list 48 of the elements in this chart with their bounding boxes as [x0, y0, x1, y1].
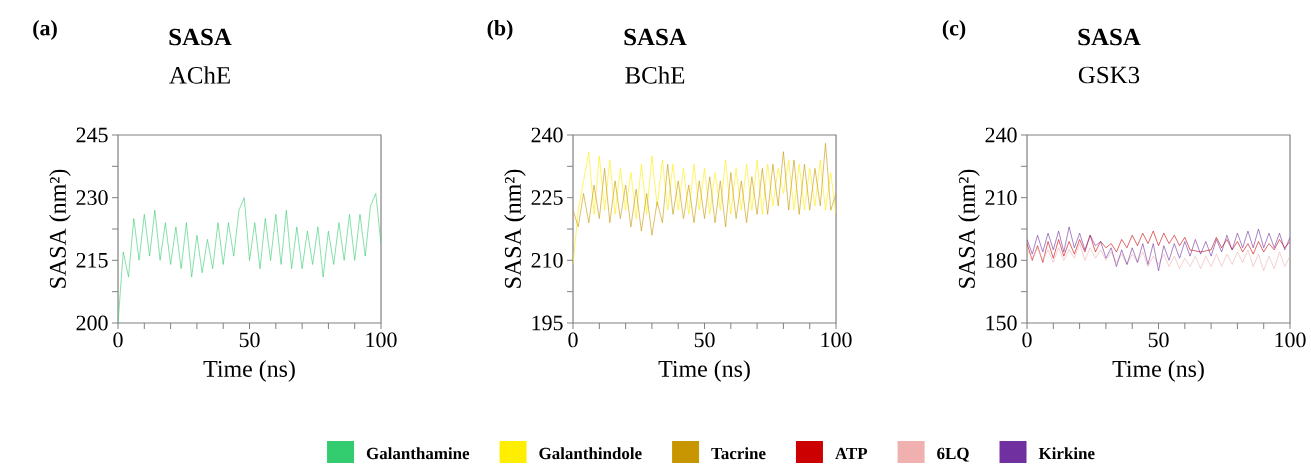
y-tick-label: 210 [531, 252, 563, 268]
chart-title: SASA [624, 28, 687, 46]
y-tick-label: 225 [531, 190, 563, 206]
y-tick-label: 240 [531, 127, 563, 143]
y-axis-title: SASA (nm²) [504, 169, 526, 288]
y-tick-label: 215 [76, 252, 108, 268]
x-tick-label: 100 [1275, 332, 1306, 348]
text: (b) [487, 20, 513, 40]
x-tick-label: 100 [366, 332, 397, 348]
chart-title: SASA [169, 28, 232, 46]
legend-label: ATP [835, 447, 868, 459]
y-tick-label: 240 [985, 127, 1017, 143]
line-series [1027, 243, 1291, 272]
line-series [1027, 226, 1291, 272]
legend-label: Galanthamine [366, 447, 470, 460]
y-tick-label: 180 [986, 252, 1017, 268]
legend-label: 6LQ [937, 447, 969, 462]
y-tick-label: 200 [76, 315, 108, 331]
y-tick-label: 210 [985, 190, 1017, 206]
x-axis-title: Time (ns) [203, 360, 295, 382]
text: (a) [33, 20, 57, 40]
y-tick-label: 245 [76, 127, 108, 143]
y-axis-title: SASA (nm²) [49, 169, 71, 288]
y-tick-label: 230 [76, 190, 108, 206]
x-axis-title: Time (ns) [658, 360, 750, 382]
chart-subtitle: AChE [169, 66, 230, 84]
x-axis-title: Time (ns) [1112, 360, 1204, 382]
text: (c) [942, 20, 966, 40]
line-series [573, 143, 837, 236]
legend-label: Tacrine [711, 447, 766, 460]
chart-subtitle: GSK3 [1078, 66, 1140, 84]
legend-label: Kirkine [1038, 447, 1095, 460]
chart-title: SASA [1078, 28, 1141, 46]
line-series [573, 151, 837, 265]
y-tick-label: 195 [532, 315, 563, 331]
line-series [118, 193, 382, 323]
x-tick-label: 0 [568, 332, 578, 348]
chart-subtitle: BChE [625, 66, 685, 84]
x-tick-label: 0 [1022, 332, 1032, 348]
y-tick-label: 150 [986, 315, 1017, 331]
x-tick-label: 0 [113, 332, 123, 348]
legend-label: Galanthindole [539, 447, 642, 460]
line-series [1027, 230, 1291, 263]
x-tick-label: 50 [694, 332, 715, 348]
x-tick-label: 50 [1148, 332, 1169, 348]
y-axis-title: SASA (nm²) [958, 169, 980, 288]
x-tick-label: 100 [821, 332, 852, 348]
x-tick-label: 50 [239, 332, 260, 348]
